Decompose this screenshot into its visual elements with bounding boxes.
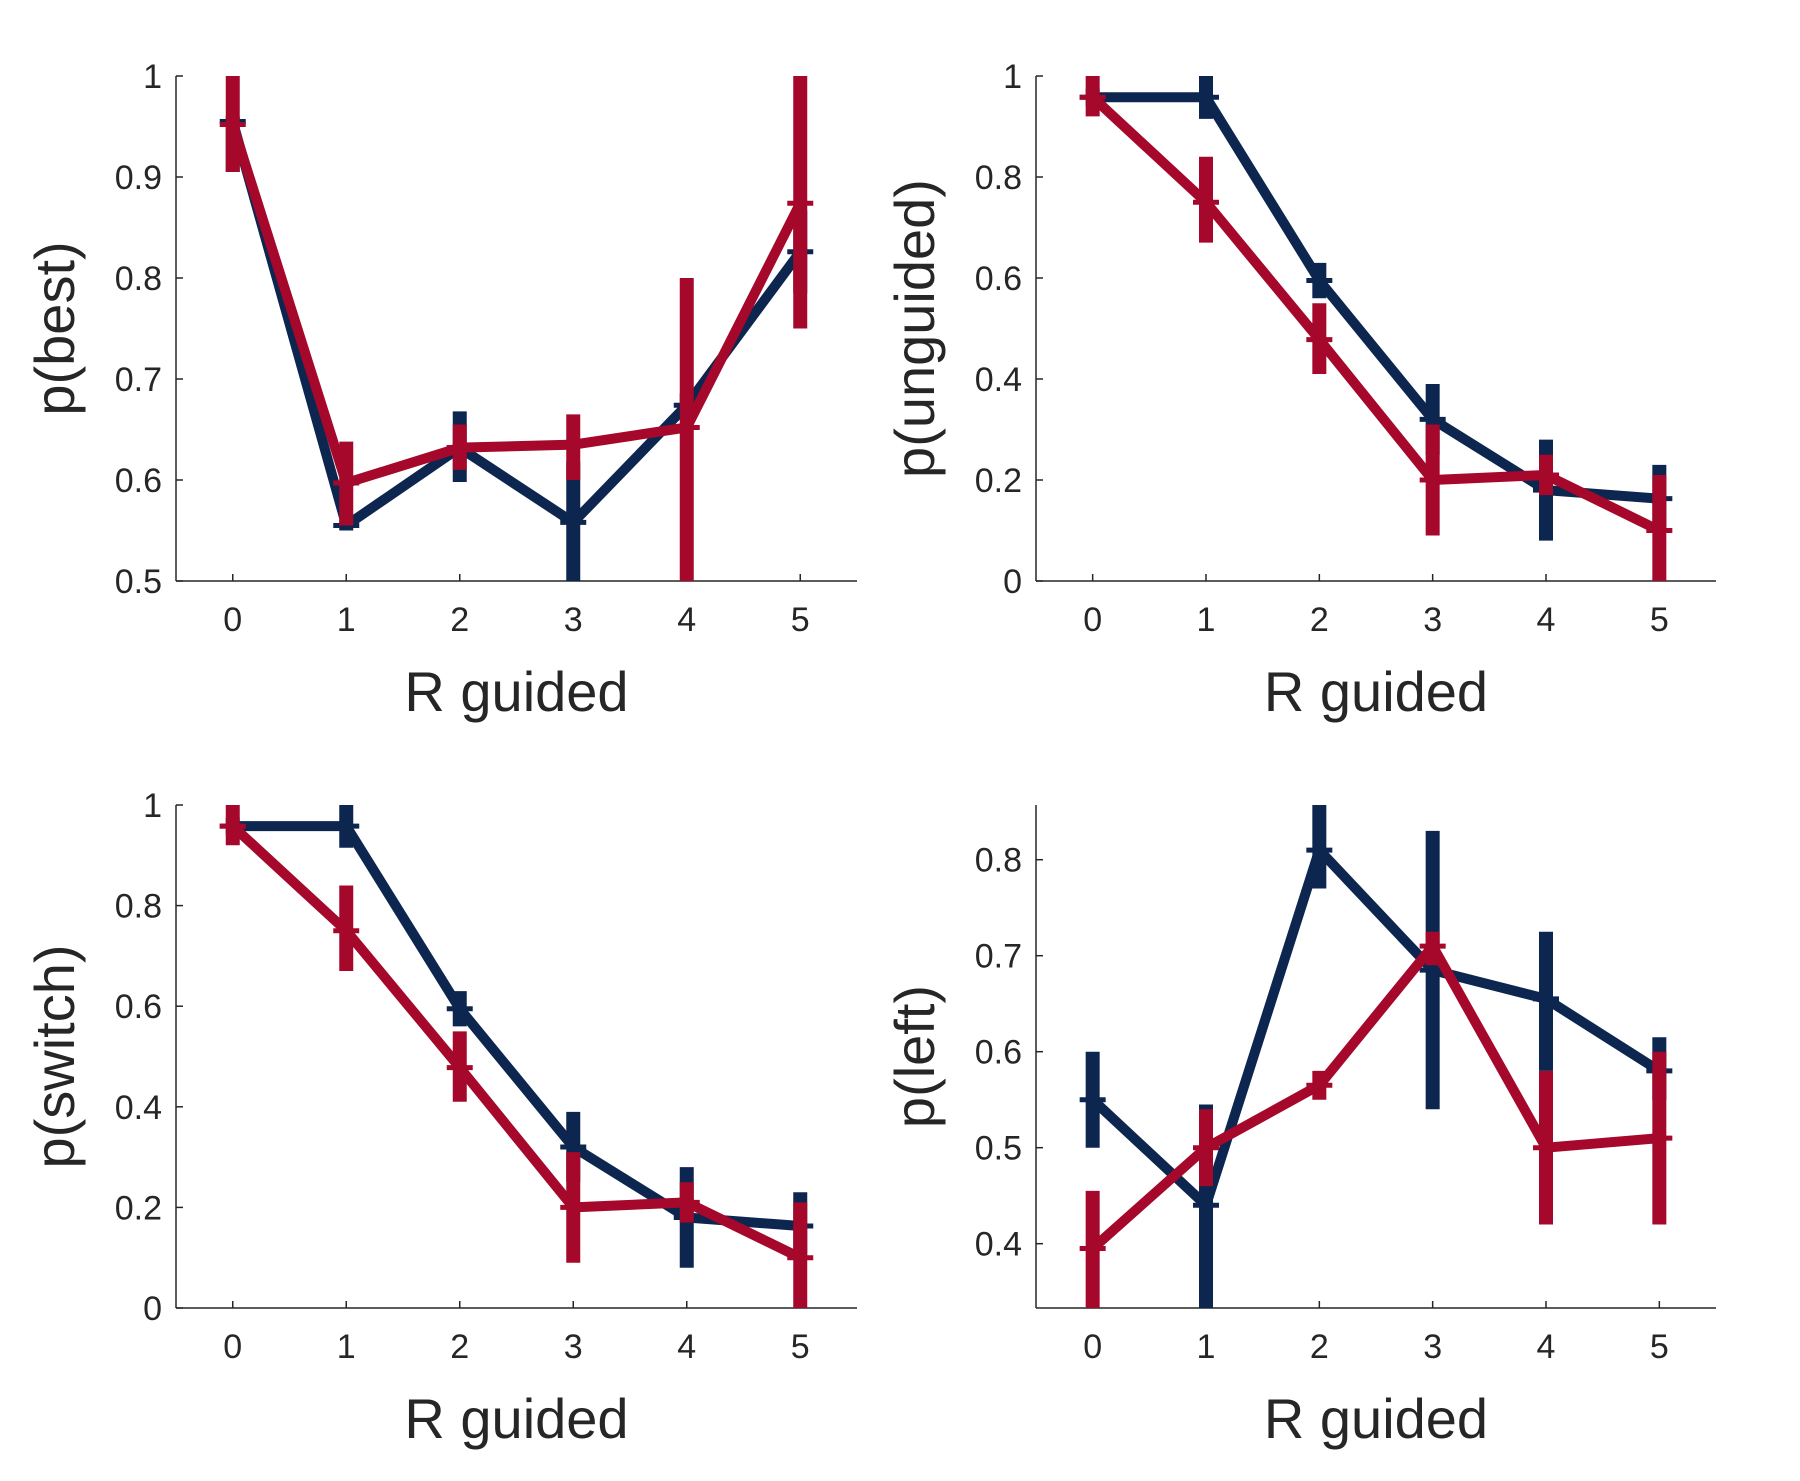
series-line [1087,92,1665,536]
y-axis-label: p(best) [23,241,86,415]
x-tick-label: 3 [564,601,583,639]
y-tick-label: 0.7 [975,938,1022,976]
x-tick-label: 1 [1197,601,1216,639]
x-axis-label: R guided [404,1387,628,1450]
y-tick-label: 0 [143,1290,162,1328]
y-tick-label: 0.5 [975,1130,1022,1168]
series-line [227,116,806,531]
x-tick-label: 5 [1650,601,1669,639]
x-tick-label: 0 [223,1328,242,1366]
x-tick-label: 3 [1423,1328,1442,1366]
x-tick-label: 5 [791,1328,810,1366]
y-tick-label: 0.5 [115,563,162,601]
x-tick-label: 1 [337,1328,356,1366]
y-tick-label: 0.2 [115,1189,162,1227]
x-tick-label: 3 [564,1328,583,1366]
y-tick-label: 0.6 [115,988,162,1026]
chart-panel-2: 0 0.2 0.4 0.6 0.8 1 0 1 2 3 4 5 R guided p(unguided) [883,58,1716,723]
y-axis-label: p(switch) [23,944,86,1168]
series-line [227,821,806,1263]
series-2 [219,76,814,581]
y-tick-label: 0.2 [975,462,1022,500]
y-tick-label: 0.6 [975,260,1022,298]
y-tick-label: 0.8 [115,888,162,926]
series-line [227,821,806,1232]
x-tick-label: 0 [1083,601,1102,639]
series-1 [1079,805,1673,1308]
x-tick-label: 4 [1537,601,1556,639]
y-tick-label: 1 [1003,58,1022,96]
x-tick-label: 1 [337,601,356,639]
y-tick-label: 0.4 [975,1226,1022,1264]
x-tick-label: 0 [1083,1328,1102,1366]
y-tick-label: 0.6 [975,1034,1022,1072]
series-1 [1079,76,1673,541]
series-1 [219,805,814,1268]
x-tick-label: 3 [1423,601,1442,639]
y-axis-label: p(left) [883,985,946,1128]
y-tick-label: 0.8 [975,842,1022,880]
x-axis-label: R guided [1264,1387,1488,1450]
chart-panel-4: 0.4 0.5 0.6 0.7 0.8 0 1 2 3 4 5 R guided p(left) [883,805,1716,1450]
series-line [1087,92,1665,504]
series-2 [1079,931,1673,1308]
y-tick-label: 0.8 [975,159,1022,197]
y-tick-label: 1 [143,787,162,825]
series-2 [1079,76,1673,581]
x-tick-label: 5 [1650,1328,1669,1366]
x-axis-label: R guided [404,660,628,723]
x-tick-label: 4 [677,601,696,639]
y-tick-label: 0.6 [115,462,162,500]
series-line [1087,845,1665,1211]
x-tick-label: 2 [450,601,469,639]
x-tick-label: 2 [450,1328,469,1366]
x-axis-label: R guided [1264,660,1488,723]
series-2 [219,805,814,1308]
series-line [1087,941,1665,1254]
x-tick-label: 0 [223,601,242,639]
x-tick-label: 1 [1197,1328,1216,1366]
x-tick-label: 5 [791,601,810,639]
y-tick-label: 1 [143,58,162,96]
x-tick-label: 2 [1310,1328,1329,1366]
y-tick-label: 0.8 [115,260,162,298]
series-line [227,119,806,489]
chart-panel-3: 0 0.2 0.4 0.6 0.8 1 0 1 2 3 4 5 R guided p(switch) [23,787,857,1450]
y-tick-label: 0 [1003,563,1022,601]
y-axis-label: p(unguided) [883,179,946,478]
y-tick-label: 0.9 [115,159,162,197]
x-tick-label: 2 [1310,601,1329,639]
x-tick-label: 4 [677,1328,696,1366]
y-tick-label: 0.4 [975,361,1022,399]
y-tick-label: 0.7 [115,361,162,399]
y-tick-label: 0.4 [115,1089,162,1127]
x-tick-label: 4 [1537,1328,1556,1366]
chart-panel-1: 0.5 0.6 0.7 0.8 0.9 1 0 1 2 3 4 5 R guided p(best) [23,58,857,723]
